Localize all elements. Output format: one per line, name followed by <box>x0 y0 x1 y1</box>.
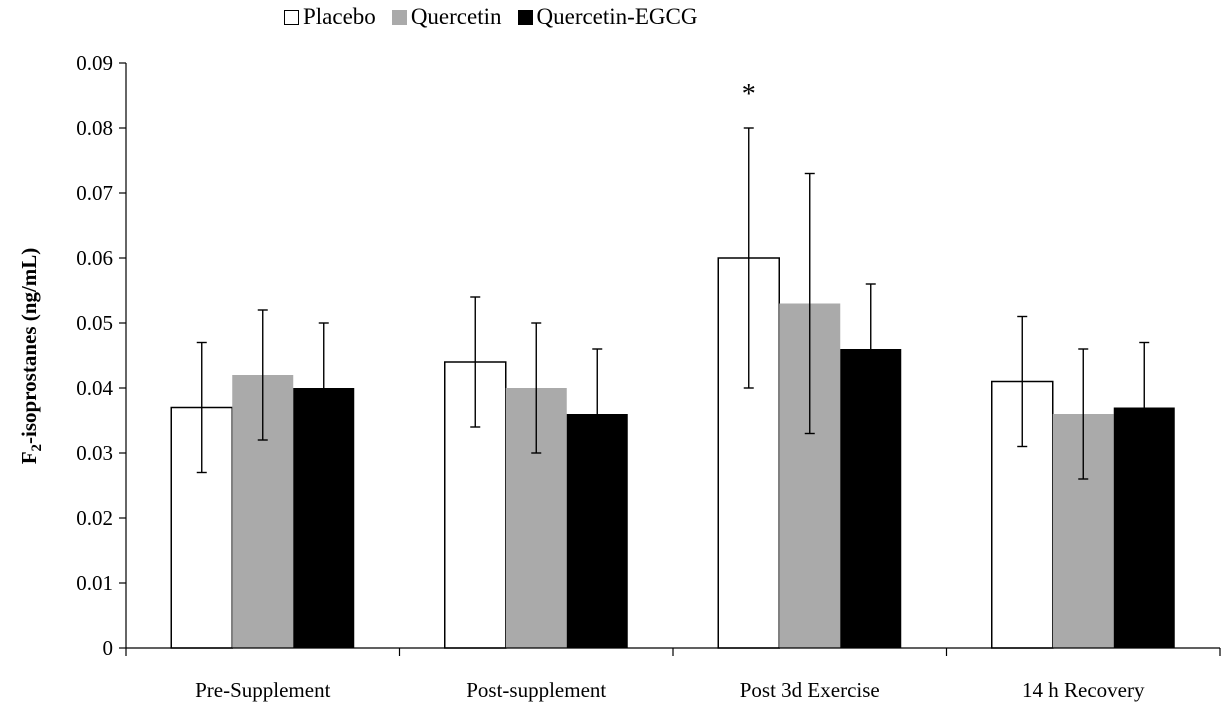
y-tick-label: 0.04 <box>76 376 113 400</box>
y-tick-label: 0.03 <box>76 441 113 465</box>
y-tick-label: 0.06 <box>76 246 113 270</box>
legend: Placebo Quercetin Quercetin-EGCG <box>284 4 713 30</box>
axes-group <box>119 62 1221 656</box>
y-tick-label: 0 <box>103 636 114 660</box>
legend-swatch-quercetin-egcg <box>517 9 533 25</box>
legend-item-quercetin-egcg: Quercetin-EGCG <box>517 4 698 30</box>
y-tick-label: 0.08 <box>76 116 113 140</box>
y-tick-label: 0.09 <box>76 51 113 75</box>
y-tick-label: 0.07 <box>76 181 113 205</box>
bars-group <box>170 257 1175 649</box>
y-axis-label-subscript: 2 <box>29 444 45 452</box>
labels-group: 0 0.01 0.02 0.03 0.04 0.05 0.06 0.07 0.08 0.09 Pre… <box>76 51 1145 702</box>
y-axis-label-base: F <box>17 451 41 464</box>
error-bars-group <box>196 127 1150 480</box>
y-axis-label: F2-isoprostanes (ng/mL) <box>17 248 45 465</box>
x-category-label: Post-supplement <box>466 678 606 702</box>
legend-label-placebo: Placebo <box>303 4 376 29</box>
legend-item-quercetin: Quercetin <box>391 4 502 30</box>
x-category-label: Post 3d Exercise <box>740 678 880 702</box>
significance-asterisk: * <box>742 79 756 110</box>
y-tick-label: 0.01 <box>76 571 113 595</box>
y-tick-label: 0.05 <box>76 311 113 335</box>
legend-swatch-placebo <box>284 9 299 25</box>
legend-label-quercetin-egcg: Quercetin-EGCG <box>536 4 698 29</box>
legend-item-placebo: Placebo <box>284 4 376 30</box>
legend-label-quercetin: Quercetin <box>410 4 502 29</box>
legend-swatch-quercetin <box>391 9 407 25</box>
x-category-label: 14 h Recovery <box>1022 678 1145 702</box>
y-axis-label-rest: -isoprostanes (ng/mL) <box>17 248 41 444</box>
x-category-label: Pre-Supplement <box>195 678 330 702</box>
y-tick-label: 0.02 <box>76 506 113 530</box>
